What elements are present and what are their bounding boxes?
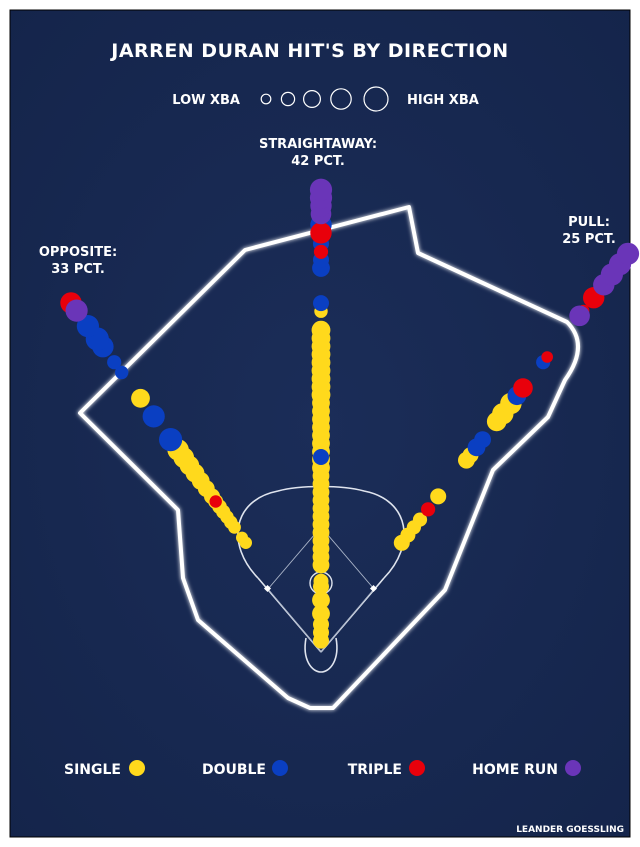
size-legend-circle — [363, 86, 389, 112]
legend-label: TRIPLE — [348, 762, 402, 778]
third-base — [263, 584, 272, 593]
hit-marker-home-run — [616, 242, 640, 265]
legend-swatch — [565, 760, 581, 776]
size-legend-low-label: LOW XBA — [172, 93, 240, 108]
direction-label-straightaway: STRAIGHTAWAY: 42 PCT. — [259, 137, 377, 169]
legend-label: DOUBLE — [202, 762, 266, 778]
legend-item-triple: TRIPLE — [348, 760, 425, 778]
hit-marker-triple — [513, 378, 533, 398]
hit-marker-single — [313, 573, 329, 589]
direction-name: STRAIGHTAWAY: — [259, 137, 377, 152]
size-legend-circle — [280, 91, 296, 107]
hit-marker-double — [159, 428, 183, 452]
hit-marker-double — [474, 431, 491, 448]
direction-pct: 33 PCT. — [51, 262, 105, 277]
hit-marker-single — [312, 604, 330, 623]
size-legend-circle — [330, 88, 352, 110]
legend-swatch — [272, 760, 288, 776]
direction-name: OPPOSITE: — [39, 245, 117, 260]
legend-item-home-run: HOME RUN — [472, 760, 581, 778]
hit-marker-double — [115, 365, 129, 380]
legend-item-double: DOUBLE — [202, 760, 288, 778]
hit-marker-single — [312, 591, 330, 609]
hit-marker-triple — [209, 495, 222, 508]
size-legend-circle — [260, 93, 272, 105]
legend: SINGLE DOUBLE TRIPLE HOME RUN — [64, 760, 581, 778]
hit-marker-single — [412, 512, 428, 527]
direction-pct: 42 PCT. — [291, 154, 345, 169]
hit-marker-single — [311, 320, 331, 340]
hit-marker-double — [313, 449, 329, 465]
hit-marker-home-run — [569, 305, 590, 327]
direction-label-pull: PULL: 25 PCT. — [562, 215, 616, 247]
direction-pct: 25 PCT. — [562, 232, 616, 247]
direction-label-opposite: OPPOSITE: 33 PCT. — [39, 245, 117, 277]
legend-swatch — [409, 760, 425, 776]
hit-marker-double — [313, 295, 329, 312]
hit-marker-triple — [313, 244, 329, 259]
size-legend-circle — [303, 89, 322, 108]
credit: LEANDER GOESSLING — [516, 825, 624, 835]
size-legend: LOW XBA HIGH XBA — [172, 86, 479, 112]
hit-markers — [60, 178, 640, 649]
chart-title: JARREN DURAN HIT'S BY DIRECTION — [109, 40, 508, 62]
hit-marker-home-run — [65, 299, 88, 322]
legend-swatch — [129, 760, 145, 776]
legend-item-single: SINGLE — [64, 760, 145, 778]
hit-marker-triple — [421, 502, 436, 517]
home-plate-area — [304, 637, 338, 673]
hit-marker-single — [236, 531, 248, 544]
size-legend-high-label: HIGH XBA — [407, 93, 479, 108]
hit-marker-double — [76, 315, 99, 338]
hit-marker-triple — [541, 351, 553, 363]
hit-marker-triple — [310, 222, 332, 244]
hit-marker-single — [430, 488, 447, 505]
size-legend-circles — [260, 86, 389, 112]
legend-label: HOME RUN — [472, 762, 558, 778]
outfield-wall — [78, 205, 580, 710]
hit-marker-home-run — [309, 178, 333, 201]
hit-marker-double — [142, 405, 165, 428]
hit-marker-double — [107, 355, 122, 370]
ballpark — [78, 205, 580, 710]
direction-name: PULL: — [568, 215, 610, 230]
hit-marker-single — [131, 388, 150, 408]
first-base — [369, 584, 378, 593]
legend-label: SINGLE — [64, 762, 121, 778]
